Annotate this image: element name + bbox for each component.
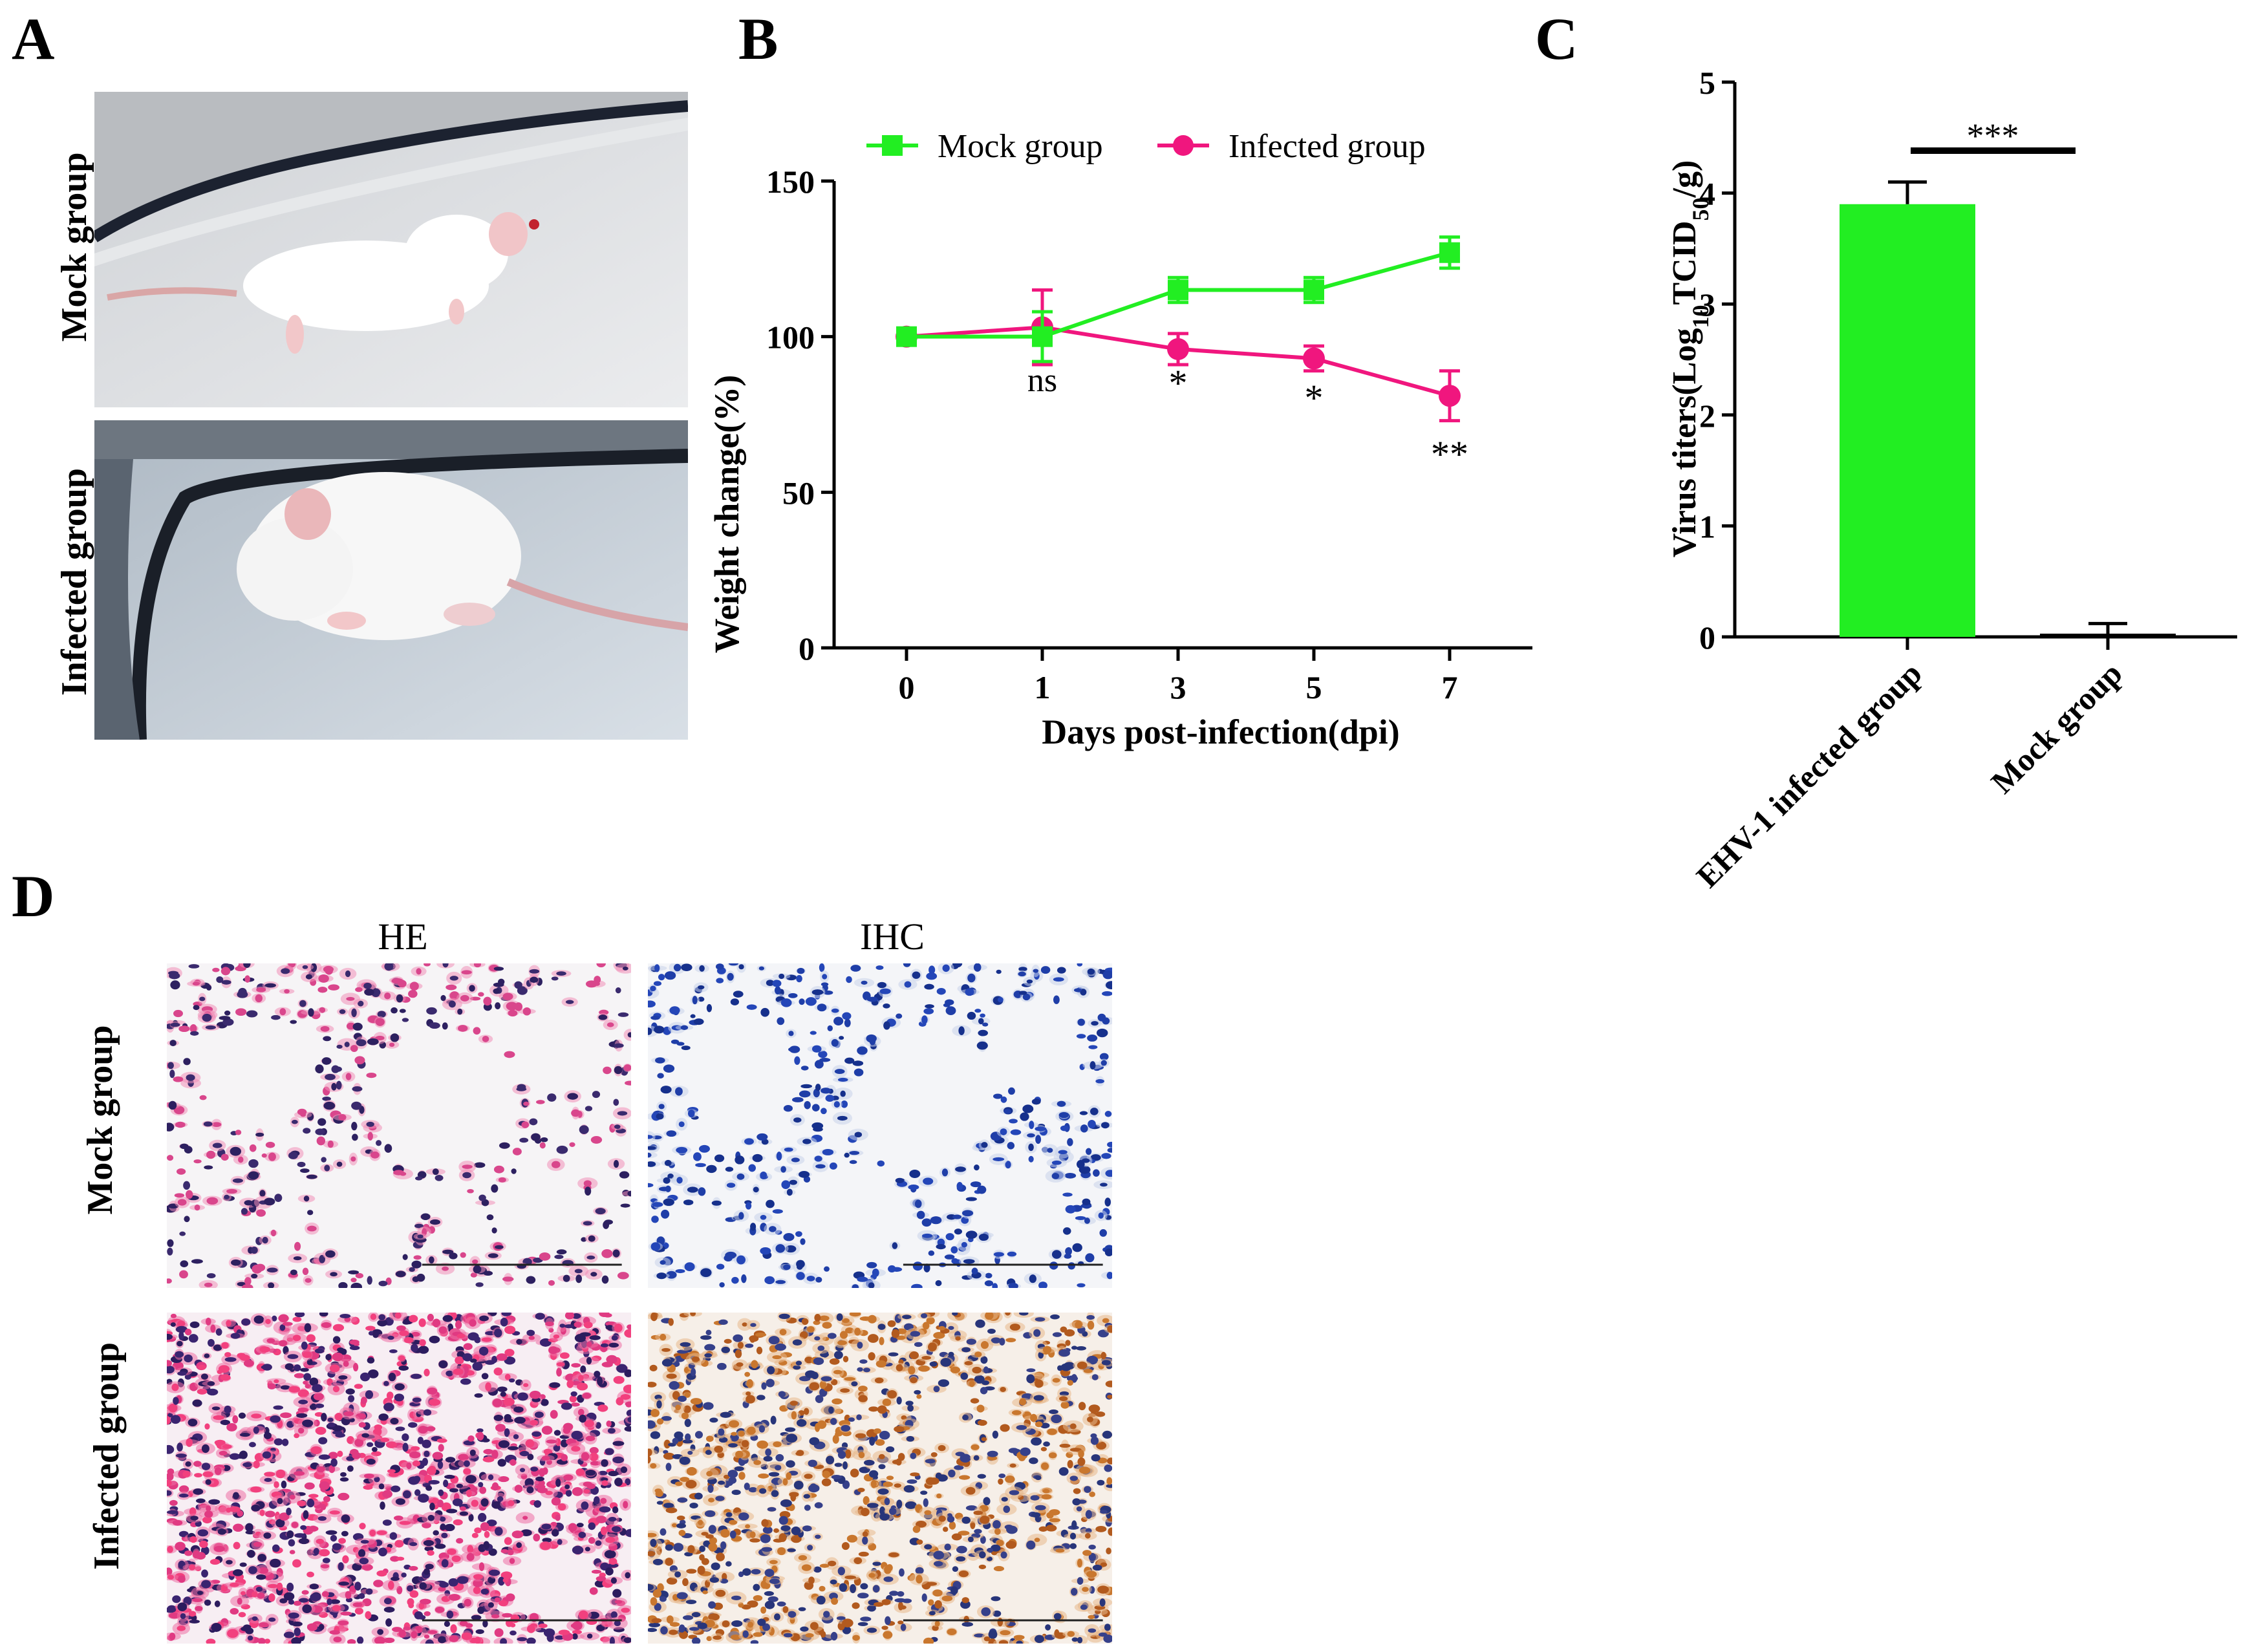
legend-label: Infected group: [1229, 128, 1426, 165]
panel-d-col-label-he: HE: [378, 916, 428, 958]
y-tick-label: 0: [1699, 619, 1715, 656]
data-point-mock: [1304, 279, 1324, 301]
significance-label: ***: [1967, 116, 2019, 155]
histology-ihc-infected: [648, 1313, 1112, 1644]
data-point-mock: [896, 326, 917, 347]
weight-chart-xlabel: Days post-infection(dpi): [1042, 713, 1400, 751]
titer-chart-ylabel: Virus titers(Log10TCID50/g): [1666, 160, 1713, 558]
panel-a-letter: A: [12, 6, 55, 72]
panel-d-col-label-ihc: IHC: [860, 916, 925, 958]
panel-d-row-label-mock: Mock group: [80, 1025, 120, 1215]
x-tick-label: Mock group: [1984, 655, 2129, 800]
panel-a-row-label-mock: Mock group: [54, 152, 94, 342]
x-tick-label: 5: [1306, 669, 1322, 705]
x-tick-label: EHV-1 infected group: [1690, 655, 1929, 894]
data-point-mock: [1032, 326, 1053, 347]
legend-label: Mock group: [938, 128, 1103, 165]
histology-he-mock: [167, 963, 631, 1288]
x-tick-label: 0: [899, 669, 915, 705]
data-point-infected: [1439, 385, 1461, 407]
y-tick-label: 4: [1699, 176, 1715, 212]
x-tick-label: 1: [1035, 669, 1051, 705]
y-tick-label: 0: [799, 630, 815, 667]
x-tick-label: 3: [1170, 669, 1186, 705]
significance-annotation: **: [1431, 433, 1468, 475]
weight-chart-series: [896, 235, 1461, 423]
tissue-texture: [648, 1313, 1112, 1644]
panel-d-letter: D: [12, 863, 55, 929]
histology-he-infected: [167, 1313, 631, 1644]
weight-chart-ticks: 0 50 100 150 0 1 3 5 7: [766, 164, 1458, 705]
y-tick-label: 1: [1699, 508, 1715, 544]
weight-chart-annotations: ns * ***: [1027, 362, 1468, 475]
y-tick-label: 5: [1699, 65, 1715, 101]
y-tick-label: 50: [782, 475, 815, 511]
legend-marker-mock: [882, 135, 903, 156]
significance-annotation: *: [1305, 377, 1324, 419]
weight-chart-ylabel: Weight change(%): [707, 375, 746, 653]
y-tick-label: 3: [1699, 286, 1715, 323]
data-point-mock: [1439, 242, 1460, 263]
titer-chart-bars: [1840, 180, 2176, 638]
panel-b-letter: B: [738, 6, 778, 72]
panel-d-row-label-infected: Infected group: [87, 1342, 127, 1571]
data-point-infected: [1167, 338, 1189, 360]
histology-ihc-mock: [648, 963, 1112, 1288]
y-tick-label: 100: [766, 319, 815, 356]
panel-c-letter: C: [1535, 6, 1578, 72]
significance-annotation: ns: [1027, 362, 1057, 399]
significance-annotation: *: [1169, 362, 1188, 404]
titer-chart-ylabel-text: Virus titers(Log10TCID50/g): [1666, 160, 1713, 558]
weight-chart-axes: [832, 181, 1532, 650]
panel-a-row-label-infected: Infected group: [54, 467, 94, 696]
tissue-texture: [167, 1313, 631, 1644]
data-point-mock: [1168, 279, 1188, 301]
infected-mouse-photo: [94, 420, 688, 740]
bar: [1840, 204, 1975, 637]
y-tick-label: 150: [766, 164, 815, 200]
weight-chart-legend: Mock group Infected group: [866, 128, 1426, 165]
mock-mouse-photo: [94, 92, 688, 407]
legend-marker-infected: [1173, 135, 1194, 156]
y-tick-label: 2: [1699, 398, 1715, 434]
titer-chart-significance: ***: [1911, 116, 2076, 155]
x-tick-label: 7: [1442, 669, 1458, 705]
data-point-infected: [1303, 347, 1325, 370]
titer-chart-axes: [1733, 82, 2237, 639]
virus-titer-chart: 0 1 2 3 4 5 EHV-1 infected group Mock group ***…: [1666, 65, 2237, 894]
tissue-texture: [648, 963, 1112, 1288]
